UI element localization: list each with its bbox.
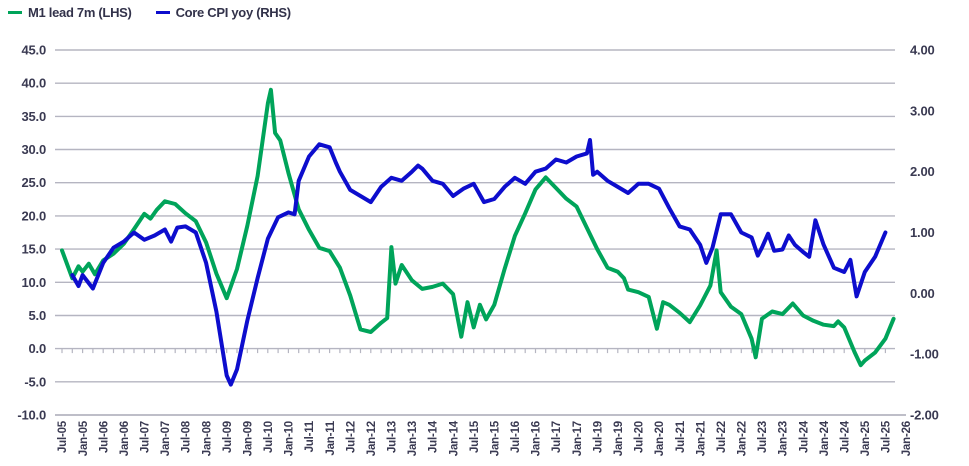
cpi-series-line [70, 138, 888, 387]
left-axis-label: 35.0 [21, 109, 46, 124]
left-axis-label: 30.0 [21, 142, 46, 157]
x-axis-tick-label: Jan-22 [737, 421, 749, 456]
x-axis-tick-label: Jul-14 [428, 420, 440, 453]
x-axis-tick-label: Jul-21 [675, 420, 687, 453]
left-axis-label: -5.0 [24, 374, 46, 389]
left-axis-label: 10.0 [21, 275, 46, 290]
x-axis-tick-label: Jan-17 [572, 421, 584, 456]
x-axis-tick-label: Jul-06 [98, 421, 110, 453]
x-axis-tick-label: Jan-14 [448, 420, 460, 456]
x-axis-tick-label: Jul-13 [387, 421, 399, 453]
left-axis-label: 45.0 [21, 43, 46, 58]
x-axis-tick-label: Jul-22 [716, 421, 728, 453]
right-axis-label: 4.00 [910, 43, 935, 58]
x-axis-tick-label: Jan-13 [407, 421, 419, 456]
x-axis-tick-label: Jan-10 [284, 421, 296, 456]
right-axis-label: -2.00 [910, 408, 939, 423]
x-axis [55, 347, 895, 354]
right-axis-labels: 4.00 3.00 2.00 1.00 0.00 -1.00 -2.00 [910, 43, 939, 423]
x-axis-tick-label: Jan-25 [860, 420, 872, 456]
x-axis-tick-label: Jan-23 [778, 421, 790, 456]
x-axis-tick-label: Jul-10 [263, 421, 275, 453]
x-axis-tick-label: Jul-16 [510, 421, 522, 453]
left-axis-label: 15.0 [21, 242, 46, 257]
legend-item-m1: M1 lead 7m (LHS) [8, 5, 132, 20]
x-axis-tick-label: Jul-24 [798, 420, 810, 453]
x-axis-tick-label: Jan-24 [819, 420, 831, 456]
x-axis-tick-label: Jan-08 [201, 420, 213, 456]
gridlines [55, 49, 906, 416]
right-axis-label: 2.00 [910, 164, 935, 179]
m1-series-line [60, 87, 896, 368]
m1-series-swatch-icon [8, 10, 22, 15]
x-axis-tick-label: Jul-07 [140, 421, 152, 453]
x-axis-tick-label: Jul-24 [839, 420, 851, 453]
x-axis-tick-label: Jul-20 [634, 421, 646, 453]
x-axis-tick-label: Jul-15 [469, 420, 481, 453]
left-axis-label: 25.0 [21, 175, 46, 190]
x-axis-tick-label: Jul-17 [551, 421, 563, 453]
x-axis-tick-label: Jan-26 [901, 421, 913, 456]
x-axis-tick-label: Jan-12 [366, 421, 378, 456]
x-axis-tick-label: Jan-05 [78, 420, 90, 456]
x-axis-tick-labels: Jul-05 Jan-05 Jul-06 Jan-06 Jul-07 Jan-07 Jul-… [57, 420, 913, 456]
x-axis-tick-label: Jan-15 [490, 420, 502, 456]
right-axis-label: -1.00 [910, 347, 939, 362]
x-axis-tick-label: Jan-19 [613, 421, 625, 456]
x-axis-tick-label: Jul-11 [304, 420, 316, 452]
x-axis-tick-label: Jan-11 [325, 420, 337, 455]
legend-item-cpi: Core CPI yoy (RHS) [155, 5, 292, 20]
x-axis-ticks [61, 348, 887, 354]
x-axis-tick-label: Jul-05 [57, 420, 69, 453]
left-axis-label: -10.0 [17, 408, 46, 423]
right-axis-label: 0.00 [910, 286, 935, 301]
x-axis-tick-label: Jan-16 [531, 421, 543, 456]
x-axis-tick-label: Jul-19 [592, 421, 604, 453]
x-axis-tick-label: Jul-25 [881, 420, 893, 453]
x-axis-tick-label: Jan-06 [119, 421, 131, 456]
left-axis-label: 20.0 [21, 208, 46, 223]
x-axis-tick-label: Jan-20 [654, 421, 666, 456]
x-axis-tick-label: Jul-09 [222, 421, 234, 453]
right-axis-label: 3.00 [910, 103, 935, 118]
legend-label-m1: M1 lead 7m (LHS) [28, 5, 132, 20]
right-axis-label: 1.00 [910, 225, 935, 240]
chart-legend: M1 lead 7m (LHS) Core CPI yoy (RHS) [8, 5, 315, 20]
left-axis-label: 5.0 [29, 308, 46, 323]
left-axis-label: 0.0 [29, 341, 46, 356]
x-axis-tick-label: Jan-21 [695, 420, 707, 456]
x-axis-tick-label: Jul-08 [181, 420, 193, 453]
cpi-series-swatch-icon [155, 10, 170, 15]
legend-label-cpi: Core CPI yoy (RHS) [175, 5, 292, 20]
x-axis-tick-label: Jul-23 [757, 421, 769, 453]
x-axis-tick-label: Jul-12 [345, 421, 357, 453]
left-axis-label: 40.0 [21, 76, 46, 91]
left-axis-labels: 45.0 40.0 35.0 30.0 25.0 20.0 15.0 10.0 5.0 0.0 -5… [17, 43, 46, 423]
x-axis-tick-label: Jan-07 [160, 421, 172, 456]
x-axis-tick-label: Jan-09 [243, 421, 255, 456]
